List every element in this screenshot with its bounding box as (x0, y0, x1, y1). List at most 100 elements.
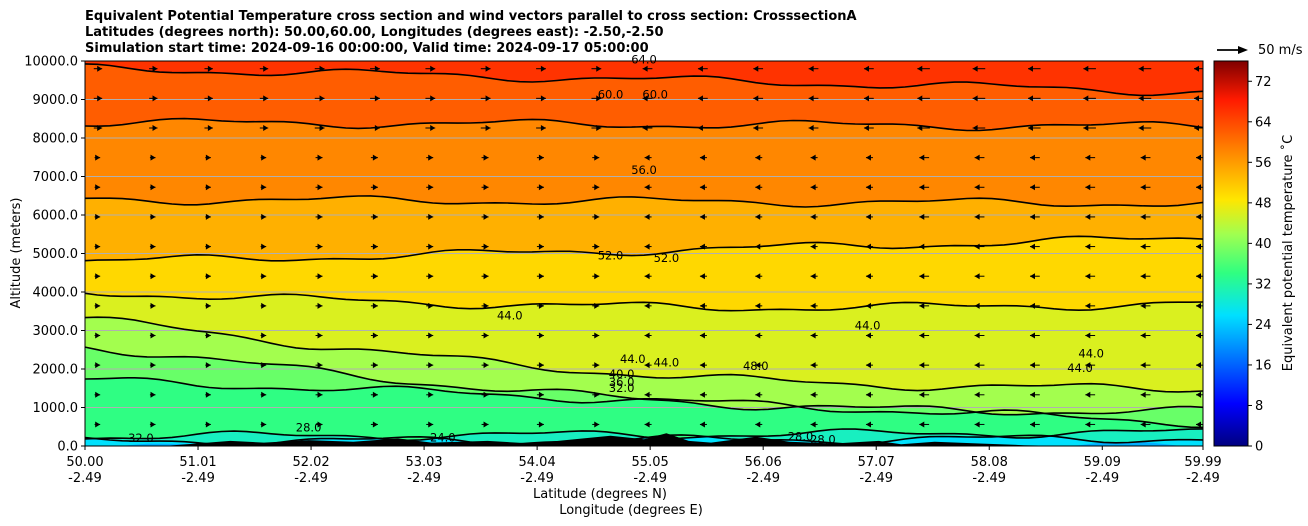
wind-arrow-30 (591, 95, 602, 102)
wind-arrow-head (755, 362, 761, 369)
wind-arrow-217 (481, 362, 489, 369)
wind-arrow-265 (810, 421, 818, 428)
wind-arrow-201 (755, 332, 763, 339)
wind-arrow-197 (536, 332, 544, 339)
wind-arrow-110 (370, 213, 378, 220)
wind-arrow-head (594, 302, 600, 309)
wind-arrow-head (699, 273, 705, 280)
contour-line-48 (85, 292, 1203, 312)
wind-arrow-191 (205, 332, 211, 339)
wind-arrow-147 (94, 273, 101, 280)
y-tick-label-6: 6000.0 (33, 209, 79, 224)
wind-arrow-96 (755, 184, 763, 191)
wind-arrow-15 (917, 65, 930, 72)
wind-arrow-118 (810, 213, 818, 220)
y-tick-label-1: 1000.0 (33, 401, 79, 416)
y-tick-label-2: 2000.0 (33, 363, 79, 378)
wind-arrow-head (317, 302, 323, 309)
wind-arrow-head (261, 421, 267, 428)
wind-arrow-188 (1196, 302, 1203, 309)
wind-arrow-93 (592, 184, 600, 191)
contour-line-44 (85, 316, 1203, 393)
wind-arrow-154 (481, 273, 489, 280)
wind-arrow-21 (93, 95, 103, 102)
wind-arrow-head (261, 332, 267, 339)
wind-arrow-head (261, 213, 267, 220)
wind-arrow-127 (149, 243, 156, 250)
wind-arrow-head (1140, 421, 1146, 428)
contour-label-12: 40.0 (609, 367, 635, 381)
x-tick-label-lat-0: 50.00 (66, 455, 103, 470)
wind-arrow-head (1085, 243, 1091, 250)
wind-arrow-head (1196, 273, 1201, 280)
wind-arrow-head (205, 421, 211, 428)
wind-arrow-head (755, 391, 761, 398)
wind-arrow-88 (315, 184, 323, 191)
wind-arrow-head (594, 184, 600, 191)
wind-arrow-53 (697, 124, 708, 131)
contour-label-6: 44.0 (620, 352, 646, 366)
wind-arrow-head (974, 362, 980, 369)
wind-arrow-head (95, 154, 101, 161)
wind-arrow-247 (974, 391, 985, 398)
wind-arrow-head (261, 154, 267, 161)
wind-arrow-185 (1029, 302, 1040, 309)
wind-arrow-258 (426, 421, 434, 428)
wind-arrow-head (974, 184, 980, 191)
wind-arrow-head (372, 243, 378, 250)
wind-arrow-head (372, 213, 378, 220)
y-tick-label-3: 3000.0 (33, 324, 79, 339)
x-axis: 50.00-2.4951.01-2.4952.02-2.4953.03-2.49… (66, 446, 1222, 486)
wind-arrow-head (540, 65, 546, 72)
wind-arrow-head (1196, 184, 1201, 191)
wind-arrow-head (755, 421, 761, 428)
wind-arrow-82 (1140, 154, 1151, 161)
wind-arrow-214 (315, 362, 323, 369)
wind-arrow-head (428, 213, 434, 220)
wind-arrow-head (150, 391, 156, 398)
wind-arrow-head (207, 124, 213, 131)
wind-arrow-167 (1196, 273, 1203, 280)
wind-arrow-57 (917, 124, 930, 131)
wind-arrow-head (317, 391, 323, 398)
wind-arrow-head (1196, 332, 1201, 339)
wind-arrow-head (150, 243, 156, 250)
wind-arrow-140 (865, 243, 873, 250)
wind-arrow-head (644, 273, 650, 280)
x-tick-label-lat-6: 56.06 (745, 455, 782, 470)
wind-arrow-head (865, 332, 871, 339)
wind-arrow-head (1029, 302, 1035, 309)
wind-arrow-180 (755, 302, 763, 309)
colorbar: 0 8 16 24 32 40 48 56 64 72 (1213, 60, 1272, 455)
wind-arrow-171 (260, 302, 267, 309)
wind-arrow-202 (810, 332, 818, 339)
wind-arrow-190 (149, 332, 156, 339)
wind-arrow-head (917, 95, 923, 102)
wind-arrow-11 (697, 65, 708, 72)
wind-arrow-101 (1029, 184, 1040, 191)
wind-arrow-head (152, 65, 158, 72)
wind-arrow-head (1085, 421, 1091, 428)
wind-arrow-head (1138, 65, 1144, 72)
wind-arrow-145 (1140, 243, 1151, 250)
wind-arrow-229 (1140, 362, 1151, 369)
wind-arrow-152 (370, 273, 378, 280)
wind-arrow-271 (1140, 421, 1151, 428)
wind-arrow-head (808, 124, 814, 131)
wind-arrow-head (1029, 154, 1035, 161)
wind-arrow-head (644, 213, 650, 220)
wind-arrow-103 (1140, 184, 1151, 191)
wind-arrow-141 (919, 243, 930, 250)
wind-arrow-head (263, 95, 269, 102)
wind-arrow-head (1140, 391, 1146, 398)
y-tick-label-8: 8000.0 (33, 132, 79, 147)
wind-arrow-248 (1029, 391, 1040, 398)
wind-arrow-218 (536, 362, 544, 369)
wind-arrow-84 (94, 184, 101, 191)
wind-arrow-137 (699, 243, 707, 250)
contour-labels: 60.0 60.056.052.0 52.044.044.0 44.044.048.0… (128, 52, 1104, 446)
wind-arrow-50 (536, 124, 546, 131)
wind-arrow-255 (260, 421, 267, 428)
wind-arrow-head (699, 213, 705, 220)
wind-arrow-29 (536, 95, 546, 102)
